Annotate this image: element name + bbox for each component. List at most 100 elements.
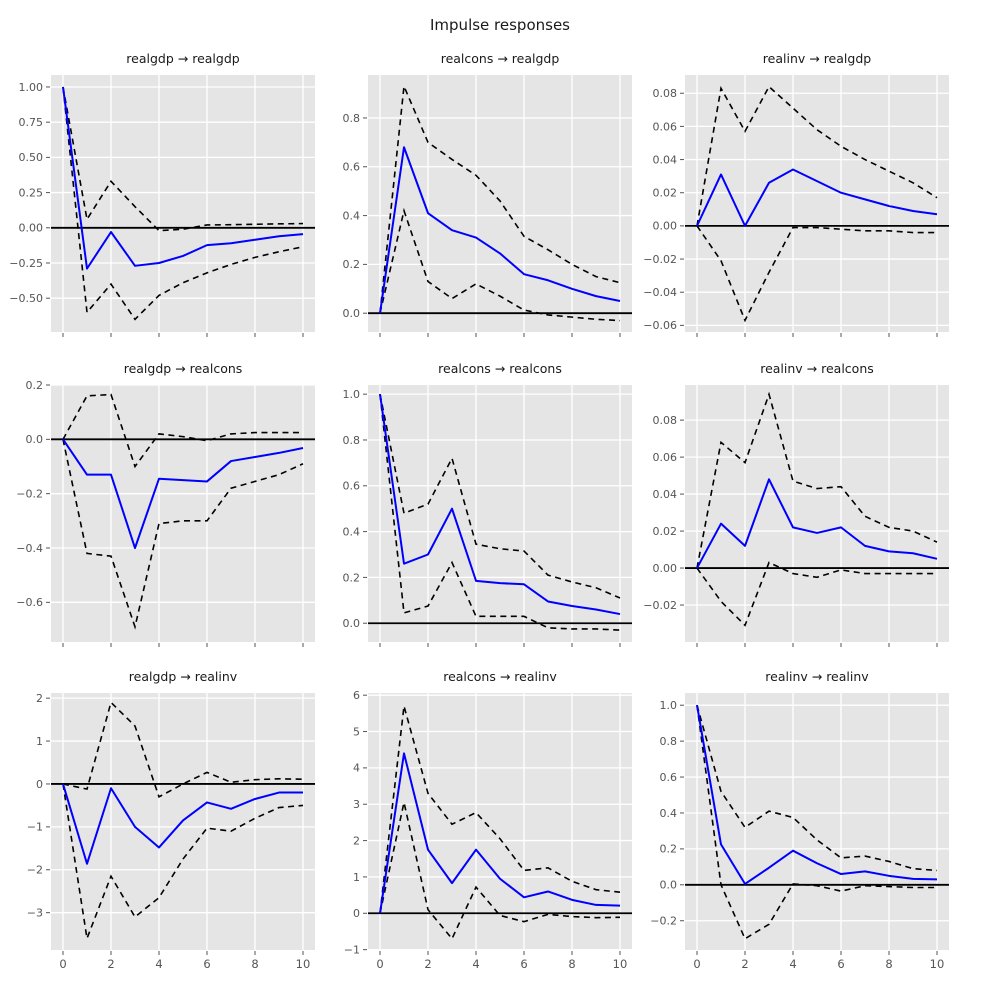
y-tick-label: 0.00 (653, 220, 678, 233)
panel-background (368, 75, 632, 332)
y-tick-label: 0.2 (26, 379, 44, 392)
upper-ci-line (62, 393, 303, 469)
y-tick-label: 0.8 (343, 112, 361, 125)
irf-line (696, 478, 938, 569)
irf-line (62, 86, 304, 270)
upper-ci-line (379, 394, 621, 599)
upper-ci-line (696, 391, 938, 569)
upper-ci-line (696, 704, 938, 872)
y-tick-label: 1.0 (660, 699, 678, 712)
y-tick-label: 0.2 (343, 258, 361, 271)
x-tick-label: 2 (424, 957, 431, 971)
lower-ci-line (62, 783, 304, 942)
subplot-title-realinv-realgdp: realinv → realgdp (762, 51, 872, 66)
subplot-title-realinv-realinv: realinv → realinv (765, 669, 869, 684)
irf-line (379, 394, 621, 616)
y-tick-label: 1 (36, 735, 43, 748)
y-tick-label: 0.00 (653, 562, 678, 575)
y-tick-label: 0.6 (343, 161, 361, 174)
panel-background (51, 385, 315, 642)
irf-line (62, 783, 303, 865)
y-tick-label: 0.0 (660, 879, 678, 892)
subplot-title-realgdp-realinv: realgdp → realinv (128, 669, 238, 684)
upper-ci-line (696, 85, 938, 227)
irf-line (62, 438, 304, 550)
x-tick-label: 2 (741, 957, 748, 971)
y-tick-label: 0.50 (19, 151, 44, 164)
y-tick-label: −0.04 (643, 286, 677, 299)
lower-ci-line (696, 705, 937, 940)
x-tick-label: 6 (203, 957, 210, 971)
x-tick-label: 10 (613, 957, 628, 971)
y-tick-label: −0.06 (643, 319, 677, 332)
panel-background (685, 75, 949, 332)
y-tick-label: 1.0 (343, 388, 361, 401)
x-tick-label: 10 (296, 957, 311, 971)
y-tick-label: 4 (353, 762, 360, 775)
y-tick-label: 0.08 (653, 414, 678, 427)
y-tick-label: −0.2 (16, 488, 43, 501)
y-tick-label: −0.02 (643, 599, 677, 612)
subplot-title-realinv-realcons: realinv → realcons (760, 361, 874, 376)
panel-background (368, 693, 632, 950)
lower-ci-line (62, 439, 304, 630)
upper-ci-line (379, 83, 621, 314)
y-tick-label: 0.0 (343, 307, 361, 320)
y-tick-label: −1 (344, 943, 360, 956)
y-tick-label: −1 (27, 821, 43, 834)
y-tick-label: −0.4 (16, 542, 43, 555)
y-tick-label: 0.75 (19, 116, 44, 129)
y-tick-label: 0.8 (343, 434, 361, 447)
subplot-title-realgdp-realgdp: realgdp → realgdp (126, 51, 240, 66)
lower-ci-line (379, 207, 621, 322)
y-tick-label: 5 (353, 725, 360, 738)
y-tick-label: 0.08 (653, 87, 678, 100)
y-tick-label: 0.02 (653, 525, 678, 538)
irf-line (696, 705, 938, 885)
x-tick-label: 6 (837, 957, 844, 971)
irf-line (696, 168, 938, 227)
x-tick-label: 0 (693, 957, 700, 971)
upper-ci-line (62, 700, 304, 798)
y-tick-label: 0.06 (653, 120, 678, 133)
y-tick-label: 0.0 (26, 433, 44, 446)
y-tick-label: 0.2 (660, 843, 678, 856)
y-tick-label: 6 (353, 689, 360, 702)
x-tick-label: 0 (59, 957, 66, 971)
y-tick-label: 0.6 (343, 480, 361, 493)
y-tick-label: 0.8 (660, 735, 678, 748)
y-tick-label: 0.6 (660, 771, 678, 784)
figure-title: Impulse responses (430, 16, 570, 34)
y-tick-label: 0 (353, 907, 360, 920)
subplot-title-realcons-realgdp: realcons → realgdp (440, 51, 560, 66)
y-tick-label: 1 (353, 871, 360, 884)
subplot-title-realgdp-realcons: realgdp → realcons (123, 361, 243, 376)
y-tick-label: 0.4 (343, 209, 361, 222)
panel-background (368, 385, 632, 642)
y-tick-label: 1.00 (19, 81, 44, 94)
subplot-title-realcons-realcons: realcons → realcons (438, 361, 562, 376)
upper-ci-line (379, 705, 621, 914)
y-tick-label: 2 (36, 692, 43, 705)
x-tick-label: 6 (520, 957, 527, 971)
subplot-title-realcons-realinv: realcons → realinv (443, 669, 557, 684)
irf-line (379, 752, 621, 914)
lower-ci-line (62, 86, 304, 321)
y-tick-label: 0 (36, 778, 43, 791)
x-tick-label: 8 (885, 957, 892, 971)
x-tick-label: 0 (376, 957, 383, 971)
y-tick-label: 0.04 (653, 488, 678, 501)
panel-background (685, 385, 949, 642)
y-tick-label: 0.00 (19, 222, 44, 235)
y-tick-label: 0.2 (343, 571, 361, 584)
panel-background (51, 75, 315, 332)
y-tick-label: −0.25 (9, 257, 43, 270)
y-tick-label: 0.02 (653, 187, 678, 200)
y-tick-label: 0.4 (343, 525, 361, 538)
panel-background (685, 693, 949, 950)
y-tick-label: −0.50 (9, 292, 43, 305)
y-tick-label: −0.2 (650, 915, 677, 928)
x-tick-label: 10 (930, 957, 945, 971)
